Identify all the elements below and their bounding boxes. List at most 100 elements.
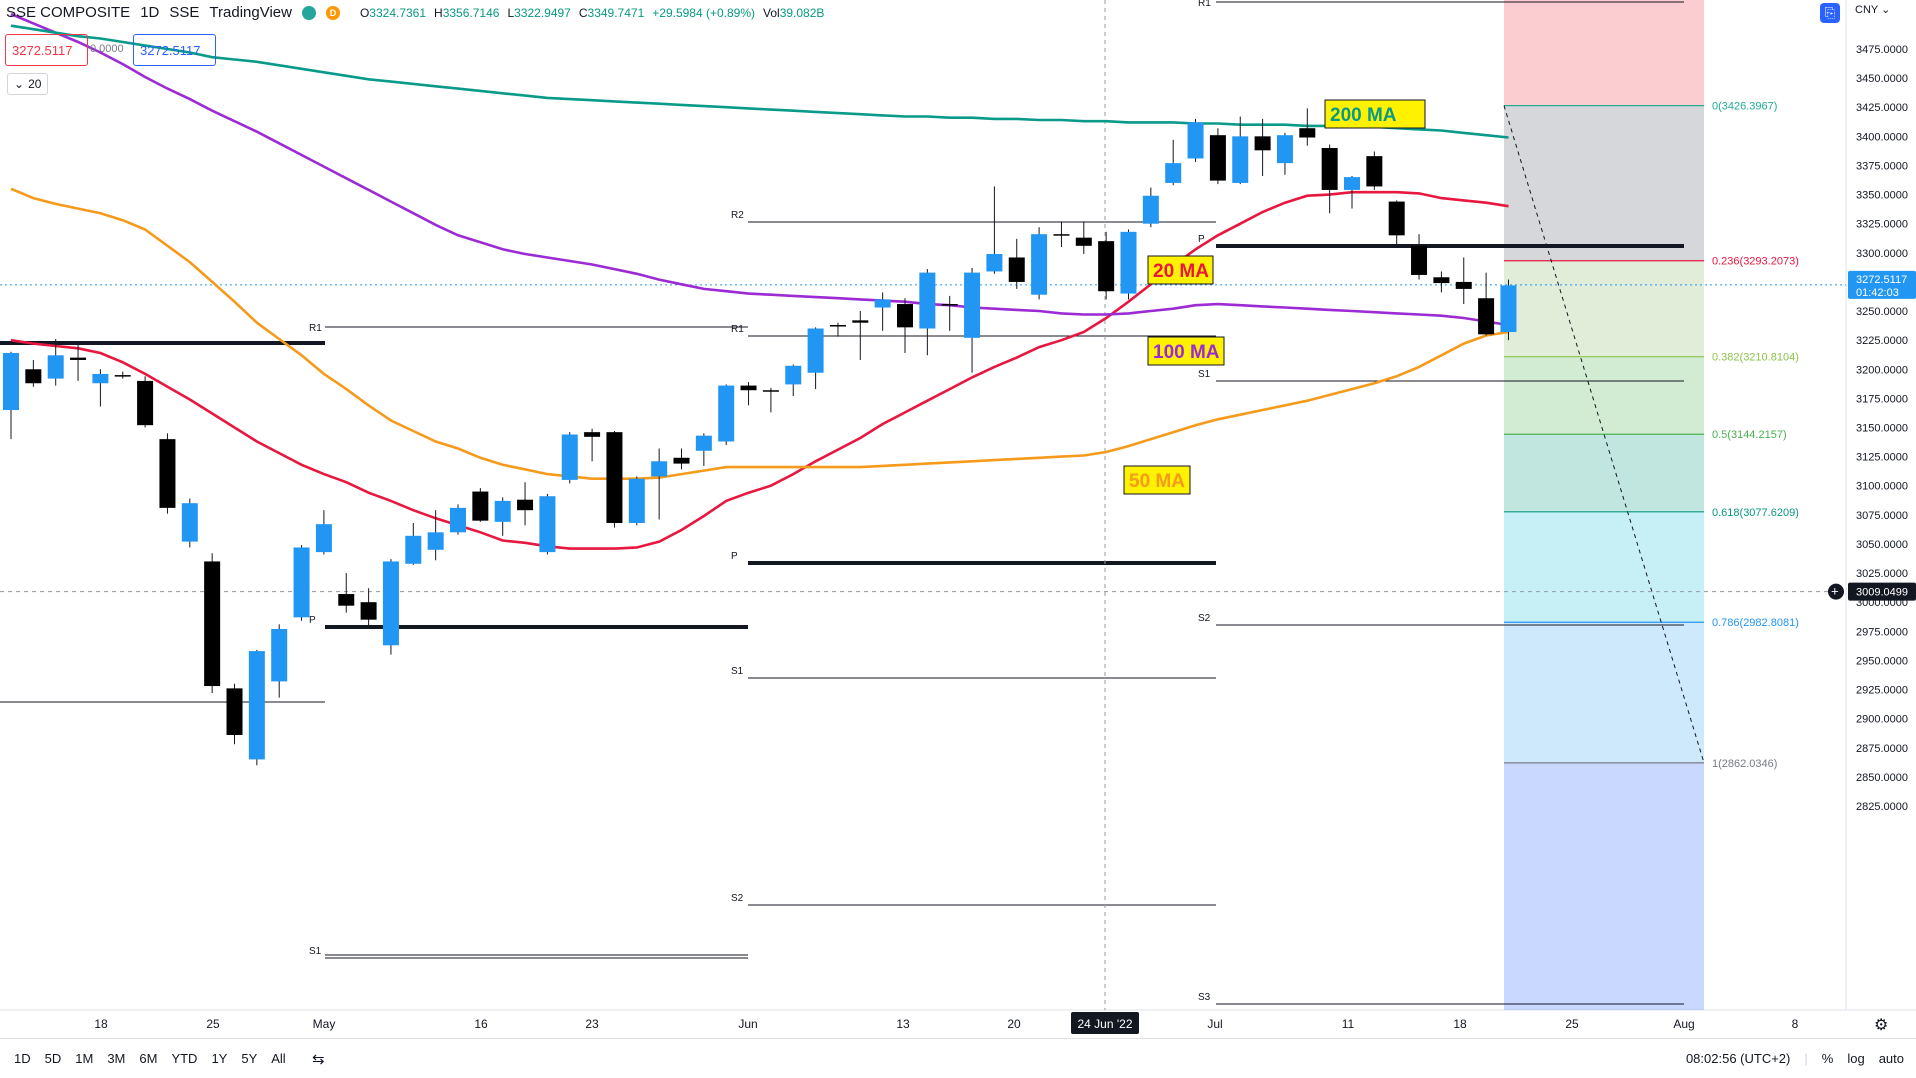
- candle-body: [159, 439, 176, 508]
- candle-body: [226, 688, 243, 735]
- sell-price-button[interactable]: 3272.5117: [5, 34, 88, 66]
- price-tick-label: 3150.0000: [1856, 423, 1908, 435]
- symbol-name[interactable]: SSE COMPOSITE: [6, 4, 131, 21]
- candle-body: [1366, 156, 1383, 187]
- plus-icon: +: [1831, 584, 1839, 599]
- timeframe-3m[interactable]: 3M: [107, 1051, 126, 1066]
- candle-body: [1276, 135, 1293, 164]
- candle-body: [315, 524, 332, 553]
- timeframe-ytd[interactable]: YTD: [171, 1051, 198, 1066]
- candle-body: [807, 328, 824, 373]
- candle-body: [1321, 147, 1338, 190]
- candle-body: [1388, 201, 1405, 236]
- candle-body: [70, 357, 87, 360]
- candle-body: [539, 496, 556, 553]
- price-tick-label: 2975.0000: [1856, 626, 1908, 638]
- interval-label[interactable]: 1D: [140, 4, 160, 21]
- source-label: TradingView: [209, 4, 292, 21]
- ma-label-box: [1147, 336, 1225, 366]
- low-value: L3322.9497: [507, 5, 571, 20]
- volume-value: Vol39.082B: [763, 5, 825, 20]
- pivot-label: R1: [309, 323, 322, 334]
- candle-body: [382, 561, 399, 646]
- price-tick-label: 3100.0000: [1856, 481, 1908, 493]
- candle-body: [584, 432, 601, 437]
- symbol-legend: SSE COMPOSITE 1D SSE TradingView D O3324…: [6, 4, 824, 21]
- delayed-data-icon: D: [325, 5, 340, 20]
- candle-body: [181, 503, 198, 542]
- ma-line-200ma: [10, 24, 1509, 139]
- pivot-label: S1: [309, 946, 322, 957]
- bar-countdown: 01:42:03: [1856, 287, 1899, 299]
- pivot-label: P: [1198, 234, 1205, 245]
- candle-body: [1031, 234, 1048, 295]
- timeframe-5y[interactable]: 5Y: [241, 1051, 258, 1066]
- fib-trend-line: [1503, 105, 1705, 764]
- price-tick-label: 3450.0000: [1856, 73, 1908, 85]
- ma-label-box: [1324, 99, 1426, 129]
- pivot-label: R1: [1198, 0, 1211, 9]
- candle-body: [1299, 128, 1316, 138]
- price-tick-label: 2825.0000: [1856, 801, 1908, 813]
- buy-price-button[interactable]: 3272.5117: [133, 34, 216, 66]
- price-tick-label: 2900.0000: [1856, 714, 1908, 726]
- timeframe-all[interactable]: All: [271, 1051, 286, 1066]
- screenshot-icon[interactable]: ⎘: [1820, 3, 1840, 23]
- candle-body: [695, 435, 712, 451]
- candle-body: [964, 272, 981, 338]
- candle-body: [897, 304, 913, 328]
- fib-level-label: 0(3426.3967): [1712, 101, 1777, 113]
- currency-selector[interactable]: CNY ⌄: [1855, 4, 1891, 16]
- fib-zone: [1504, 622, 1704, 763]
- pivot-label: S2: [731, 893, 744, 904]
- price-tick-label: 2950.0000: [1856, 655, 1908, 667]
- price-tick-label: 3325.0000: [1856, 219, 1908, 231]
- candle-body: [204, 561, 221, 687]
- price-tick-label: 3050.0000: [1856, 539, 1908, 551]
- candle-body: [1120, 231, 1137, 294]
- candle-body: [47, 355, 64, 379]
- ma-line-20ma: [10, 190, 1509, 550]
- gear-icon: ⚙: [1874, 1017, 1888, 1034]
- time-tick-label: 23: [585, 1017, 599, 1031]
- time-tick-label: 25: [1565, 1017, 1579, 1031]
- timeframe-6m[interactable]: 6M: [139, 1051, 158, 1066]
- pivot-label: S1: [731, 666, 744, 677]
- high-value: H3356.7146: [434, 5, 500, 20]
- candle-body: [472, 491, 489, 521]
- chevron-down-icon: ⌄: [14, 77, 25, 91]
- bottom-toolbar: 1D 5D 1M 3M 6M YTD 1Y 5Y All ⇆ 08:02:56 …: [0, 1038, 1916, 1078]
- price-tick-label: 3375.0000: [1856, 160, 1908, 172]
- ma-label-text: 100 MA: [1153, 342, 1220, 363]
- clock-time[interactable]: 08:02:56 (UTC+2): [1685, 1051, 1791, 1066]
- auto-scale-button[interactable]: auto: [1878, 1051, 1904, 1066]
- crosshair-price-value: 3009.0499: [1856, 587, 1908, 599]
- candle-body: [1478, 298, 1495, 335]
- date-range-icon[interactable]: ⇆: [312, 1050, 325, 1068]
- close-value: C3349.7471: [578, 5, 645, 20]
- timeframe-1m[interactable]: 1M: [75, 1051, 94, 1066]
- candle-body: [450, 507, 466, 533]
- log-scale-button[interactable]: log: [1847, 1051, 1865, 1066]
- fib-level-label: 0.618(3077.6209): [1712, 507, 1799, 519]
- timeframe-1d[interactable]: 1D: [14, 1051, 31, 1066]
- candle-body: [293, 547, 310, 618]
- indicator-toggle[interactable]: ⌄ 20: [7, 73, 49, 95]
- ohlc-readout: O3324.7361 H3356.7146 L3322.9497 C3349.7…: [360, 6, 824, 20]
- crosshair-date-value: 24 Jun '22: [1077, 1017, 1132, 1031]
- candle-body: [1209, 135, 1226, 181]
- candle-body: [517, 499, 534, 511]
- percent-scale-button[interactable]: %: [1821, 1051, 1834, 1066]
- candle-body: [673, 457, 690, 464]
- time-tick-label: 11: [1342, 1017, 1355, 1031]
- candle-body: [1411, 245, 1428, 275]
- timeframe-5d[interactable]: 5D: [44, 1051, 62, 1066]
- last-price-tag: [1848, 270, 1916, 299]
- candle-body: [852, 320, 869, 323]
- timeframe-1y[interactable]: 1Y: [211, 1051, 228, 1066]
- pivot-label: R1: [731, 324, 744, 335]
- price-tick-label: 3400.0000: [1856, 131, 1908, 143]
- candle-body: [360, 602, 377, 620]
- candle-body: [1344, 177, 1360, 190]
